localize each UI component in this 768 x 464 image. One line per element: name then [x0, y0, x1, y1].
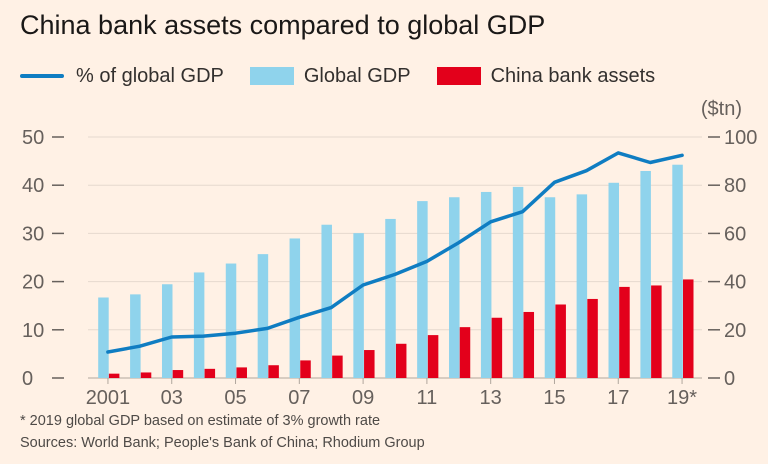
x-tick-label: 05: [224, 387, 246, 409]
y-right-tick-label: 60: [724, 223, 746, 245]
assets-bar: [427, 335, 439, 378]
y-left-tick-label: 0: [22, 368, 33, 390]
assets-bar: [236, 367, 247, 378]
gdp-bar: [480, 191, 492, 378]
assets-bar: [300, 360, 311, 378]
x-tick-label: 19*: [667, 387, 697, 409]
assets-bar: [108, 373, 120, 378]
x-tick-label: 03: [161, 387, 183, 409]
gdp-bar: [353, 233, 364, 378]
assets-bar: [491, 317, 503, 378]
x-tick-label: 07: [288, 387, 310, 409]
gdp-bar: [576, 194, 588, 378]
gdp-bar: [321, 224, 332, 378]
assets-bar: [268, 365, 279, 378]
right-axis-unit: ($tn): [700, 98, 742, 120]
x-tick-label: 09: [352, 387, 374, 409]
pct-gdp-line: [106, 151, 684, 354]
assets-bar: [619, 286, 630, 378]
assets-bar: [395, 343, 407, 378]
assets-bar: [172, 370, 184, 378]
x-tick-label: 2001: [86, 387, 131, 409]
legend-item-gdp: Global GDP: [249, 64, 411, 88]
x-tick-label: 17: [607, 387, 629, 409]
gdp-bar: [672, 164, 683, 378]
y-left-tick-label: 40: [22, 175, 44, 197]
legend-line-label: % of global GDP: [76, 64, 224, 87]
legend-assets-label: China bank assets: [490, 64, 656, 87]
assets-bar: [204, 368, 216, 378]
legend-gdp-label: Global GDP: [303, 64, 411, 87]
assets-bar: [459, 327, 471, 378]
y-left-tick-label: 10: [22, 320, 44, 342]
gdp-bar: [98, 297, 109, 378]
gdp-bar: [385, 218, 396, 378]
gdp-bar: [449, 197, 460, 378]
legend-item-line: % of global GDP: [20, 65, 224, 88]
y-right-tick-label: 20: [724, 320, 746, 342]
assets-bar: [683, 279, 694, 378]
legend-assets-swatch: [436, 67, 481, 85]
assets-bar: [140, 372, 152, 378]
y-left-tick-label: 30: [22, 223, 44, 245]
assets-bar: [587, 298, 598, 378]
legend-line-swatch: [20, 74, 64, 78]
gdp-bar: [544, 197, 556, 378]
gdp-bar: [257, 254, 269, 378]
x-tick-label: 11: [417, 387, 438, 409]
x-tick-label: 15: [543, 387, 565, 409]
assets-bar: [332, 355, 343, 378]
chart-title: China bank assets compared to global GDP: [20, 10, 546, 40]
footnote: * 2019 global GDP based on estimate of 3…: [20, 413, 381, 429]
legend: % of global GDP Global GDP China bank as…: [20, 62, 681, 90]
gdp-bar: [289, 238, 301, 378]
assets-bar: [555, 304, 566, 378]
legend-item-assets: China bank assets: [436, 64, 656, 88]
y-left-tick-label: 50: [22, 127, 44, 149]
assets-bar: [523, 311, 535, 378]
gdp-bar: [130, 294, 141, 378]
x-tick-label: 13: [480, 387, 502, 409]
gdp-bar: [193, 272, 205, 378]
y-right-tick-label: 100: [724, 127, 757, 149]
gdp-bar: [608, 182, 620, 378]
gdp-bar: [640, 170, 651, 378]
assets-bar: [364, 350, 375, 378]
y-right-tick-label: 40: [724, 272, 746, 294]
assets-bar: [651, 285, 662, 378]
gdp-bar: [417, 201, 428, 378]
y-right-tick-label: 80: [724, 175, 746, 197]
gdp-bar: [512, 186, 524, 378]
y-left-tick-label: 20: [22, 272, 44, 294]
gdp-bar: [225, 263, 237, 378]
y-right-tick-label: 0: [724, 368, 735, 390]
sources-note: Sources: World Bank; People's Bank of Ch…: [20, 435, 425, 451]
gdp-bar: [161, 284, 173, 378]
legend-gdp-swatch: [249, 67, 294, 85]
